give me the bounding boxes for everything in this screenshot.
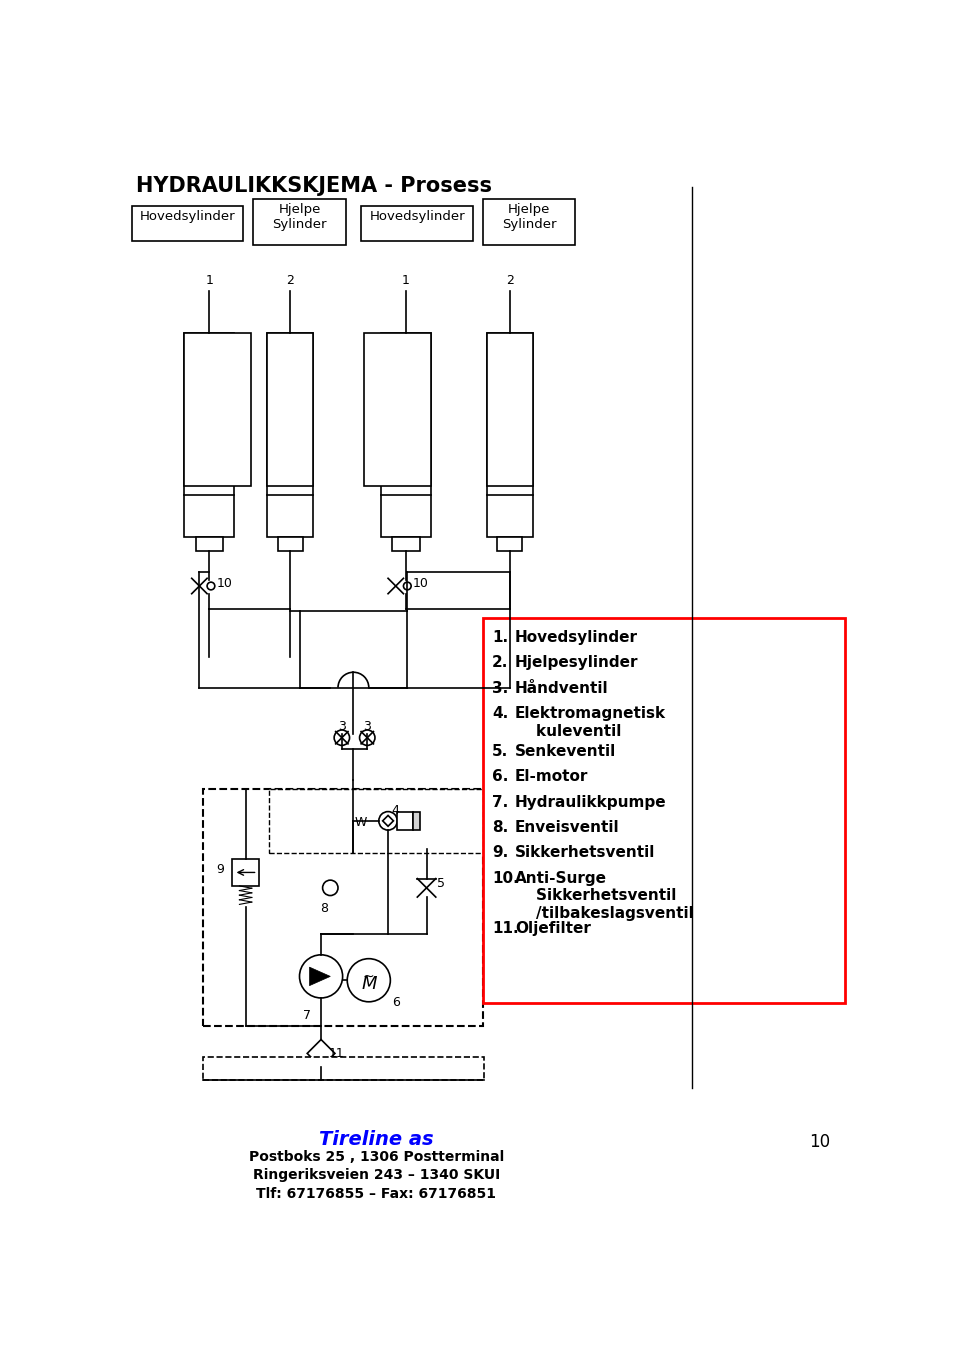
Text: 10: 10 — [808, 1133, 829, 1151]
Bar — [361, 206, 472, 241]
Text: 2: 2 — [506, 275, 514, 287]
Text: Anti-Surge
    Sikkerhetsventil
    /tilbakeslagsventil: Anti-Surge Sikkerhetsventil /tilbakeslag… — [516, 871, 694, 921]
Circle shape — [360, 730, 375, 745]
Polygon shape — [383, 816, 394, 826]
Circle shape — [300, 954, 343, 998]
Bar — [497, 537, 522, 551]
Bar — [204, 789, 483, 1027]
Text: Hovedsylinder: Hovedsylinder — [140, 211, 235, 223]
Bar — [184, 334, 234, 537]
Text: 8: 8 — [320, 902, 328, 915]
Text: 1: 1 — [205, 275, 213, 287]
Polygon shape — [309, 966, 330, 986]
Text: 2.: 2. — [492, 655, 509, 670]
Text: Hydraulikkpumpe: Hydraulikkpumpe — [516, 794, 667, 809]
Bar — [392, 537, 420, 551]
Bar — [483, 198, 575, 245]
Circle shape — [403, 582, 411, 589]
Text: 6: 6 — [392, 995, 399, 1009]
Circle shape — [323, 880, 338, 895]
Bar — [267, 334, 313, 537]
Bar — [381, 334, 431, 537]
Bar — [483, 618, 845, 1003]
Text: Tireline as: Tireline as — [319, 1131, 434, 1150]
Text: Enveisventil: Enveisventil — [516, 820, 620, 835]
Text: 4: 4 — [392, 804, 399, 817]
Text: Hjelpe
Sylinder: Hjelpe Sylinder — [502, 202, 556, 231]
Text: Oljefilter: Oljefilter — [516, 921, 591, 936]
Text: 3: 3 — [338, 720, 346, 733]
Text: 6.: 6. — [492, 770, 509, 785]
Bar — [269, 789, 483, 853]
Bar — [413, 812, 420, 830]
Text: 9.: 9. — [492, 846, 508, 860]
Circle shape — [207, 582, 215, 589]
Bar — [364, 334, 431, 487]
Text: 1.: 1. — [492, 630, 508, 645]
Text: Elektromagnetisk
    kuleventil: Elektromagnetisk kuleventil — [516, 707, 666, 738]
Text: W: W — [355, 816, 368, 828]
Bar — [277, 537, 303, 551]
Text: ~: ~ — [363, 969, 374, 983]
Text: Hovedsylinder: Hovedsylinder — [370, 211, 466, 223]
Text: 2: 2 — [286, 275, 294, 287]
Text: 1: 1 — [402, 275, 410, 287]
Text: Hjelpe
Sylinder: Hjelpe Sylinder — [273, 202, 326, 231]
Text: Tlf: 67176855 – Fax: 67176851: Tlf: 67176855 – Fax: 67176851 — [256, 1187, 496, 1200]
Bar — [196, 537, 223, 551]
Text: Hjelpesylinder: Hjelpesylinder — [516, 655, 638, 670]
Text: 5: 5 — [437, 878, 444, 890]
Bar — [397, 812, 413, 830]
Circle shape — [379, 812, 397, 830]
Bar — [253, 198, 346, 245]
Bar — [267, 334, 313, 487]
Text: 11: 11 — [328, 1047, 345, 1059]
Text: El-motor: El-motor — [516, 770, 588, 785]
Text: 5.: 5. — [492, 744, 508, 759]
Text: HYDRAULIKKSKJEMA - Prosess: HYDRAULIKKSKJEMA - Prosess — [136, 175, 492, 195]
Text: 10: 10 — [413, 577, 428, 591]
Circle shape — [334, 730, 349, 745]
Polygon shape — [307, 1039, 335, 1068]
Circle shape — [348, 958, 391, 1002]
Bar — [487, 334, 533, 487]
Text: 3.: 3. — [492, 681, 508, 696]
Text: 9: 9 — [216, 863, 225, 876]
Text: 3: 3 — [363, 720, 372, 733]
Text: 10.: 10. — [492, 871, 518, 886]
Bar — [204, 1057, 484, 1080]
Text: Ringeriksveien 243 – 1340 SKUI: Ringeriksveien 243 – 1340 SKUI — [252, 1169, 500, 1182]
Text: Hovedsylinder: Hovedsylinder — [516, 630, 638, 645]
Bar — [184, 334, 252, 487]
Text: Sikkerhetsventil: Sikkerhetsventil — [516, 846, 656, 860]
Bar — [132, 206, 243, 241]
Text: Senkeventil: Senkeventil — [516, 744, 616, 759]
Text: 8.: 8. — [492, 820, 508, 835]
Text: 11.: 11. — [492, 921, 518, 936]
Bar — [487, 334, 533, 537]
Text: Postboks 25 , 1306 Postterminal: Postboks 25 , 1306 Postterminal — [249, 1150, 504, 1163]
Bar — [232, 858, 259, 886]
Text: 7.: 7. — [492, 794, 508, 809]
Text: M: M — [361, 975, 376, 992]
Text: 10: 10 — [216, 577, 232, 591]
Text: 7: 7 — [303, 1009, 311, 1021]
Text: Håndventil: Håndventil — [516, 681, 609, 696]
Text: 4.: 4. — [492, 707, 508, 722]
